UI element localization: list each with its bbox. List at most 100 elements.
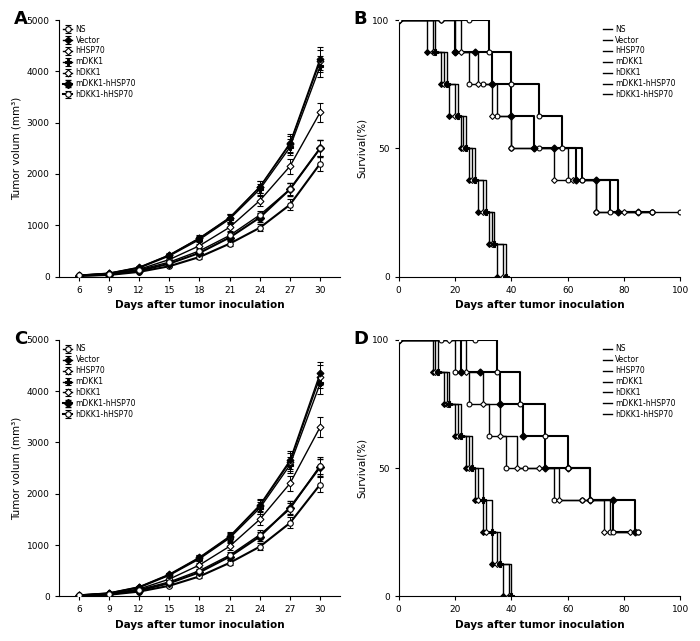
mDKK1-hHSP70 (550, 144, 558, 152)
hDKK1-hHSP70 (586, 496, 594, 504)
mDKK1 (442, 80, 451, 88)
Vector (440, 400, 448, 408)
hDKK1-hHSP70 (648, 208, 657, 216)
X-axis label: Days after tumor inoculation: Days after tumor inoculation (115, 620, 284, 630)
hDKK1 (513, 464, 522, 472)
Line: mDKK1: mDKK1 (399, 20, 505, 276)
NS (465, 80, 473, 88)
hDKK1-hHSP70 (558, 144, 566, 152)
NS (676, 208, 685, 216)
NS (479, 80, 487, 88)
hHSP70 (428, 48, 437, 56)
mDKK1-hHSP70 (541, 464, 550, 472)
hHSP70 (473, 496, 482, 504)
hHSP70 (395, 336, 403, 344)
hDKK1 (620, 208, 628, 216)
mDKK1 (470, 176, 479, 184)
hHSP70 (493, 560, 501, 568)
hHSP70 (487, 240, 496, 248)
Vector (437, 80, 445, 88)
mDKK1 (482, 208, 490, 216)
hDKK1-hHSP70 (634, 528, 642, 536)
Text: C: C (13, 329, 27, 347)
mDKK1-hHSP70 (496, 400, 504, 408)
hDKK1 (592, 208, 600, 216)
hDKK1 (395, 16, 403, 24)
mDKK1-hHSP70 (476, 368, 484, 376)
NS (395, 336, 403, 344)
Line: hDKK1: hDKK1 (399, 20, 652, 212)
hDKK1 (578, 496, 586, 504)
Vector (395, 16, 403, 24)
Text: A: A (13, 10, 27, 28)
NS (465, 400, 473, 408)
hHSP70 (482, 528, 490, 536)
Vector (456, 144, 465, 152)
hDKK1-hHSP70 (564, 464, 572, 472)
hHSP70 (479, 208, 487, 216)
mDKK1 (479, 496, 487, 504)
NS (437, 336, 445, 344)
mDKK1-hHSP70 (395, 336, 403, 344)
hDKK1 (625, 528, 634, 536)
Line: Vector: Vector (399, 20, 497, 276)
X-axis label: Days after tumor inoculation: Days after tumor inoculation (115, 300, 284, 310)
hDKK1-hHSP70 (578, 176, 586, 184)
NS (437, 16, 445, 24)
hDKK1-hHSP70 (536, 112, 544, 120)
hDKK1 (496, 432, 504, 440)
hHSP70 (504, 592, 512, 600)
NS (564, 176, 572, 184)
hDKK1-hHSP70 (608, 528, 617, 536)
Y-axis label: Survival(%): Survival(%) (357, 438, 367, 498)
hDKK1 (462, 368, 470, 376)
Line: hDKK1: hDKK1 (399, 340, 629, 532)
mDKK1 (490, 240, 498, 248)
NS (550, 496, 558, 504)
hDKK1 (550, 176, 558, 184)
Text: B: B (354, 10, 368, 28)
Vector (487, 560, 496, 568)
X-axis label: Days after tumor inoculation: Days after tumor inoculation (455, 300, 624, 310)
mDKK1 (468, 464, 476, 472)
mDKK1-hHSP70 (530, 144, 538, 152)
NS (578, 176, 586, 184)
mDKK1 (507, 592, 515, 600)
Line: hHSP70: hHSP70 (399, 340, 508, 596)
mDKK1 (501, 272, 510, 280)
hDKK1 (569, 176, 577, 184)
hDKK1-hHSP70 (541, 432, 550, 440)
Vector (395, 336, 403, 344)
mDKK1 (454, 112, 462, 120)
mDKK1-hHSP70 (451, 48, 459, 56)
hDKK1-hHSP70 (395, 16, 403, 24)
Y-axis label: Tumor volum (mm³): Tumor volum (mm³) (11, 97, 21, 200)
hDKK1-hHSP70 (484, 48, 493, 56)
hDKK1-hHSP70 (493, 368, 501, 376)
hDKK1 (507, 144, 515, 152)
X-axis label: Days after tumor inoculation: Days after tumor inoculation (455, 620, 624, 630)
Line: mDKK1: mDKK1 (399, 340, 511, 596)
Vector (473, 208, 482, 216)
Vector (484, 240, 493, 248)
Text: D: D (354, 329, 369, 347)
Vector (462, 464, 470, 472)
NS (484, 432, 493, 440)
hDKK1 (456, 48, 465, 56)
NS (578, 496, 586, 504)
Vector (493, 272, 501, 280)
Line: mDKK1-hHSP70: mDKK1-hHSP70 (399, 340, 635, 532)
mDKK1 (487, 528, 496, 536)
mDKK1 (445, 400, 454, 408)
mDKK1 (496, 560, 504, 568)
Vector (451, 432, 459, 440)
Vector (428, 368, 437, 376)
mDKK1 (395, 336, 403, 344)
Vector (479, 528, 487, 536)
NS (606, 528, 614, 536)
hDKK1 (395, 336, 403, 344)
Line: NS: NS (399, 20, 680, 212)
hHSP70 (465, 464, 473, 472)
hHSP70 (468, 176, 476, 184)
hDKK1 (479, 400, 487, 408)
